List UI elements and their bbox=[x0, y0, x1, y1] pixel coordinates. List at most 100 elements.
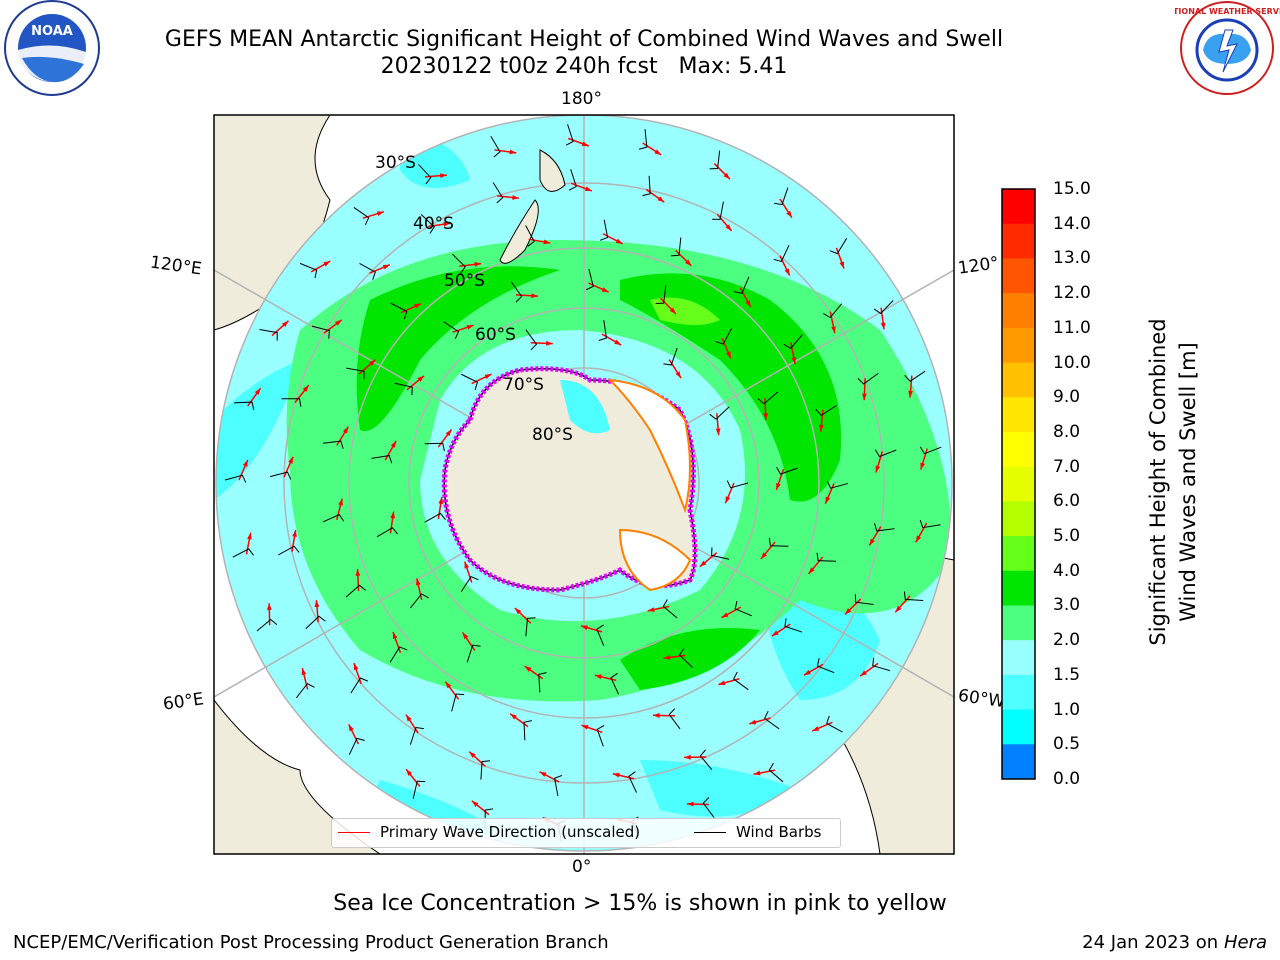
wave-arrow-head bbox=[669, 307, 676, 314]
wind-barb bbox=[480, 760, 491, 780]
colorbar-cell bbox=[1002, 640, 1035, 676]
noaa-logo: NOAA bbox=[4, 0, 100, 96]
wind-barb bbox=[733, 276, 750, 294]
colorbar-tick-label: 10.0 bbox=[1053, 352, 1091, 373]
wind-barb bbox=[390, 302, 408, 320]
wind-barb bbox=[826, 480, 849, 489]
colorbar-tick-label: 12.0 bbox=[1053, 283, 1091, 304]
colorbar-cell bbox=[1002, 605, 1035, 641]
wave-arrow-head bbox=[288, 456, 294, 464]
colorbar-tick-label: 11.0 bbox=[1053, 317, 1091, 338]
wind-barb bbox=[346, 367, 365, 380]
wave-arrow-head bbox=[723, 172, 730, 180]
wave-arrow-head bbox=[726, 351, 731, 359]
sea-ice-ross bbox=[607, 378, 691, 514]
colorbar-cell bbox=[1002, 327, 1035, 364]
wind-barb bbox=[424, 442, 445, 452]
sea-ice-caption: Sea Ice Concentration > 15% is shown in … bbox=[333, 891, 947, 916]
wind-barb bbox=[874, 449, 897, 458]
lon-label-180: 180° bbox=[561, 89, 602, 109]
wind-barb bbox=[733, 671, 749, 691]
wind-barb bbox=[525, 617, 536, 637]
wind-barb bbox=[389, 646, 408, 663]
wind-barb bbox=[348, 737, 365, 755]
wave-arrow-head bbox=[895, 605, 902, 613]
wave-arrow-head bbox=[466, 325, 474, 330]
chart-title: GEFS MEAN Antarctic Significant Height o… bbox=[164, 27, 1004, 52]
map-frame bbox=[213, 114, 955, 855]
wind-barb bbox=[299, 262, 318, 279]
wave-arrow-head bbox=[784, 268, 790, 276]
sea-ice-edge bbox=[441, 366, 698, 593]
wave-arrow-head bbox=[652, 713, 660, 718]
wind-barb bbox=[678, 648, 693, 668]
wind-barb bbox=[538, 672, 547, 693]
wind-barb bbox=[757, 391, 779, 405]
lat-label-50s: 50°S bbox=[444, 271, 485, 291]
colorbar-tick-label: 7.0 bbox=[1053, 456, 1081, 477]
wind-barb bbox=[610, 672, 619, 695]
wave-arrow-head bbox=[342, 426, 349, 434]
wind-barb bbox=[823, 303, 843, 319]
wind-barb bbox=[492, 182, 504, 204]
wave-arrow-head bbox=[474, 262, 482, 267]
wave-arrow-head bbox=[791, 357, 797, 365]
colorbar-cell bbox=[1002, 293, 1035, 329]
wave-arrow-head bbox=[376, 211, 384, 216]
wind-barb bbox=[642, 175, 651, 197]
wave-arrow-head bbox=[512, 195, 519, 200]
wave-arrow-head bbox=[392, 632, 398, 640]
wave-arrow-head bbox=[581, 141, 589, 146]
wind-barb bbox=[904, 370, 926, 382]
wave-arrow-head bbox=[334, 319, 342, 326]
wind-barb bbox=[296, 682, 315, 699]
wind-barb bbox=[783, 334, 803, 350]
wind-barb bbox=[816, 658, 835, 674]
wind-barb bbox=[345, 584, 367, 598]
wave-arrow-head bbox=[718, 680, 726, 686]
wind-barb bbox=[490, 136, 501, 158]
wave-arrow-head bbox=[355, 569, 361, 576]
legend-barb-label: Wind Barbs bbox=[736, 823, 822, 841]
wave-arrow-head bbox=[771, 630, 779, 637]
wave-arrow-head bbox=[819, 424, 824, 432]
wave-arrow-head bbox=[414, 303, 422, 309]
wind-barb bbox=[815, 405, 837, 416]
colorbar-tick-label: 2.0 bbox=[1053, 630, 1081, 651]
colorbar-cell bbox=[1002, 189, 1035, 225]
footer-right: 24 Jan 2023 on Hera bbox=[1082, 932, 1267, 953]
wave-arrow-head bbox=[601, 287, 609, 293]
wave-arrow-head bbox=[368, 359, 376, 366]
map-legend: Primary Wave Direction (unscaled) Wind B… bbox=[331, 818, 841, 848]
lat-label-60s: 60°S bbox=[475, 325, 516, 345]
nws-logo: NATIONAL WEATHER SERVICE bbox=[1175, 1, 1280, 95]
wave-arrow-head bbox=[484, 374, 492, 380]
wind-barb bbox=[829, 238, 848, 255]
wave-arrow-head bbox=[509, 149, 517, 155]
wind-barb bbox=[670, 237, 682, 257]
wind-barb bbox=[565, 124, 574, 146]
wave-arrow-head bbox=[831, 326, 836, 334]
colorbar-tick-label: 5.0 bbox=[1053, 526, 1081, 547]
colorbar-tick-label: 9.0 bbox=[1053, 387, 1081, 408]
wave-arrow-head bbox=[338, 498, 343, 506]
wind-barb bbox=[773, 244, 790, 263]
wave-arrow-head bbox=[839, 261, 844, 269]
wind-barb bbox=[359, 263, 376, 280]
colorbar-cell bbox=[1002, 362, 1035, 398]
colorbar-cell bbox=[1002, 674, 1035, 711]
wind-barb bbox=[662, 599, 678, 619]
wind-barb bbox=[412, 780, 426, 799]
wave-arrow-head bbox=[469, 751, 476, 758]
new-zealand-north bbox=[539, 149, 566, 192]
colorbar-label-line1: Significant Height of Combined bbox=[1146, 318, 1170, 646]
wave-arrow-head bbox=[417, 375, 425, 382]
wind-barb bbox=[663, 347, 678, 366]
wind-barb bbox=[585, 268, 594, 291]
colorbar-tick-label: 1.0 bbox=[1053, 699, 1081, 720]
lon-label-0: 0° bbox=[572, 857, 592, 877]
wave-arrow-head bbox=[314, 600, 320, 607]
colorbar-tick-label: 15.0 bbox=[1053, 179, 1091, 199]
wind-barb bbox=[311, 325, 330, 339]
footer-left: NCEP/EMC/Verification Post Processing Pr… bbox=[13, 932, 609, 953]
